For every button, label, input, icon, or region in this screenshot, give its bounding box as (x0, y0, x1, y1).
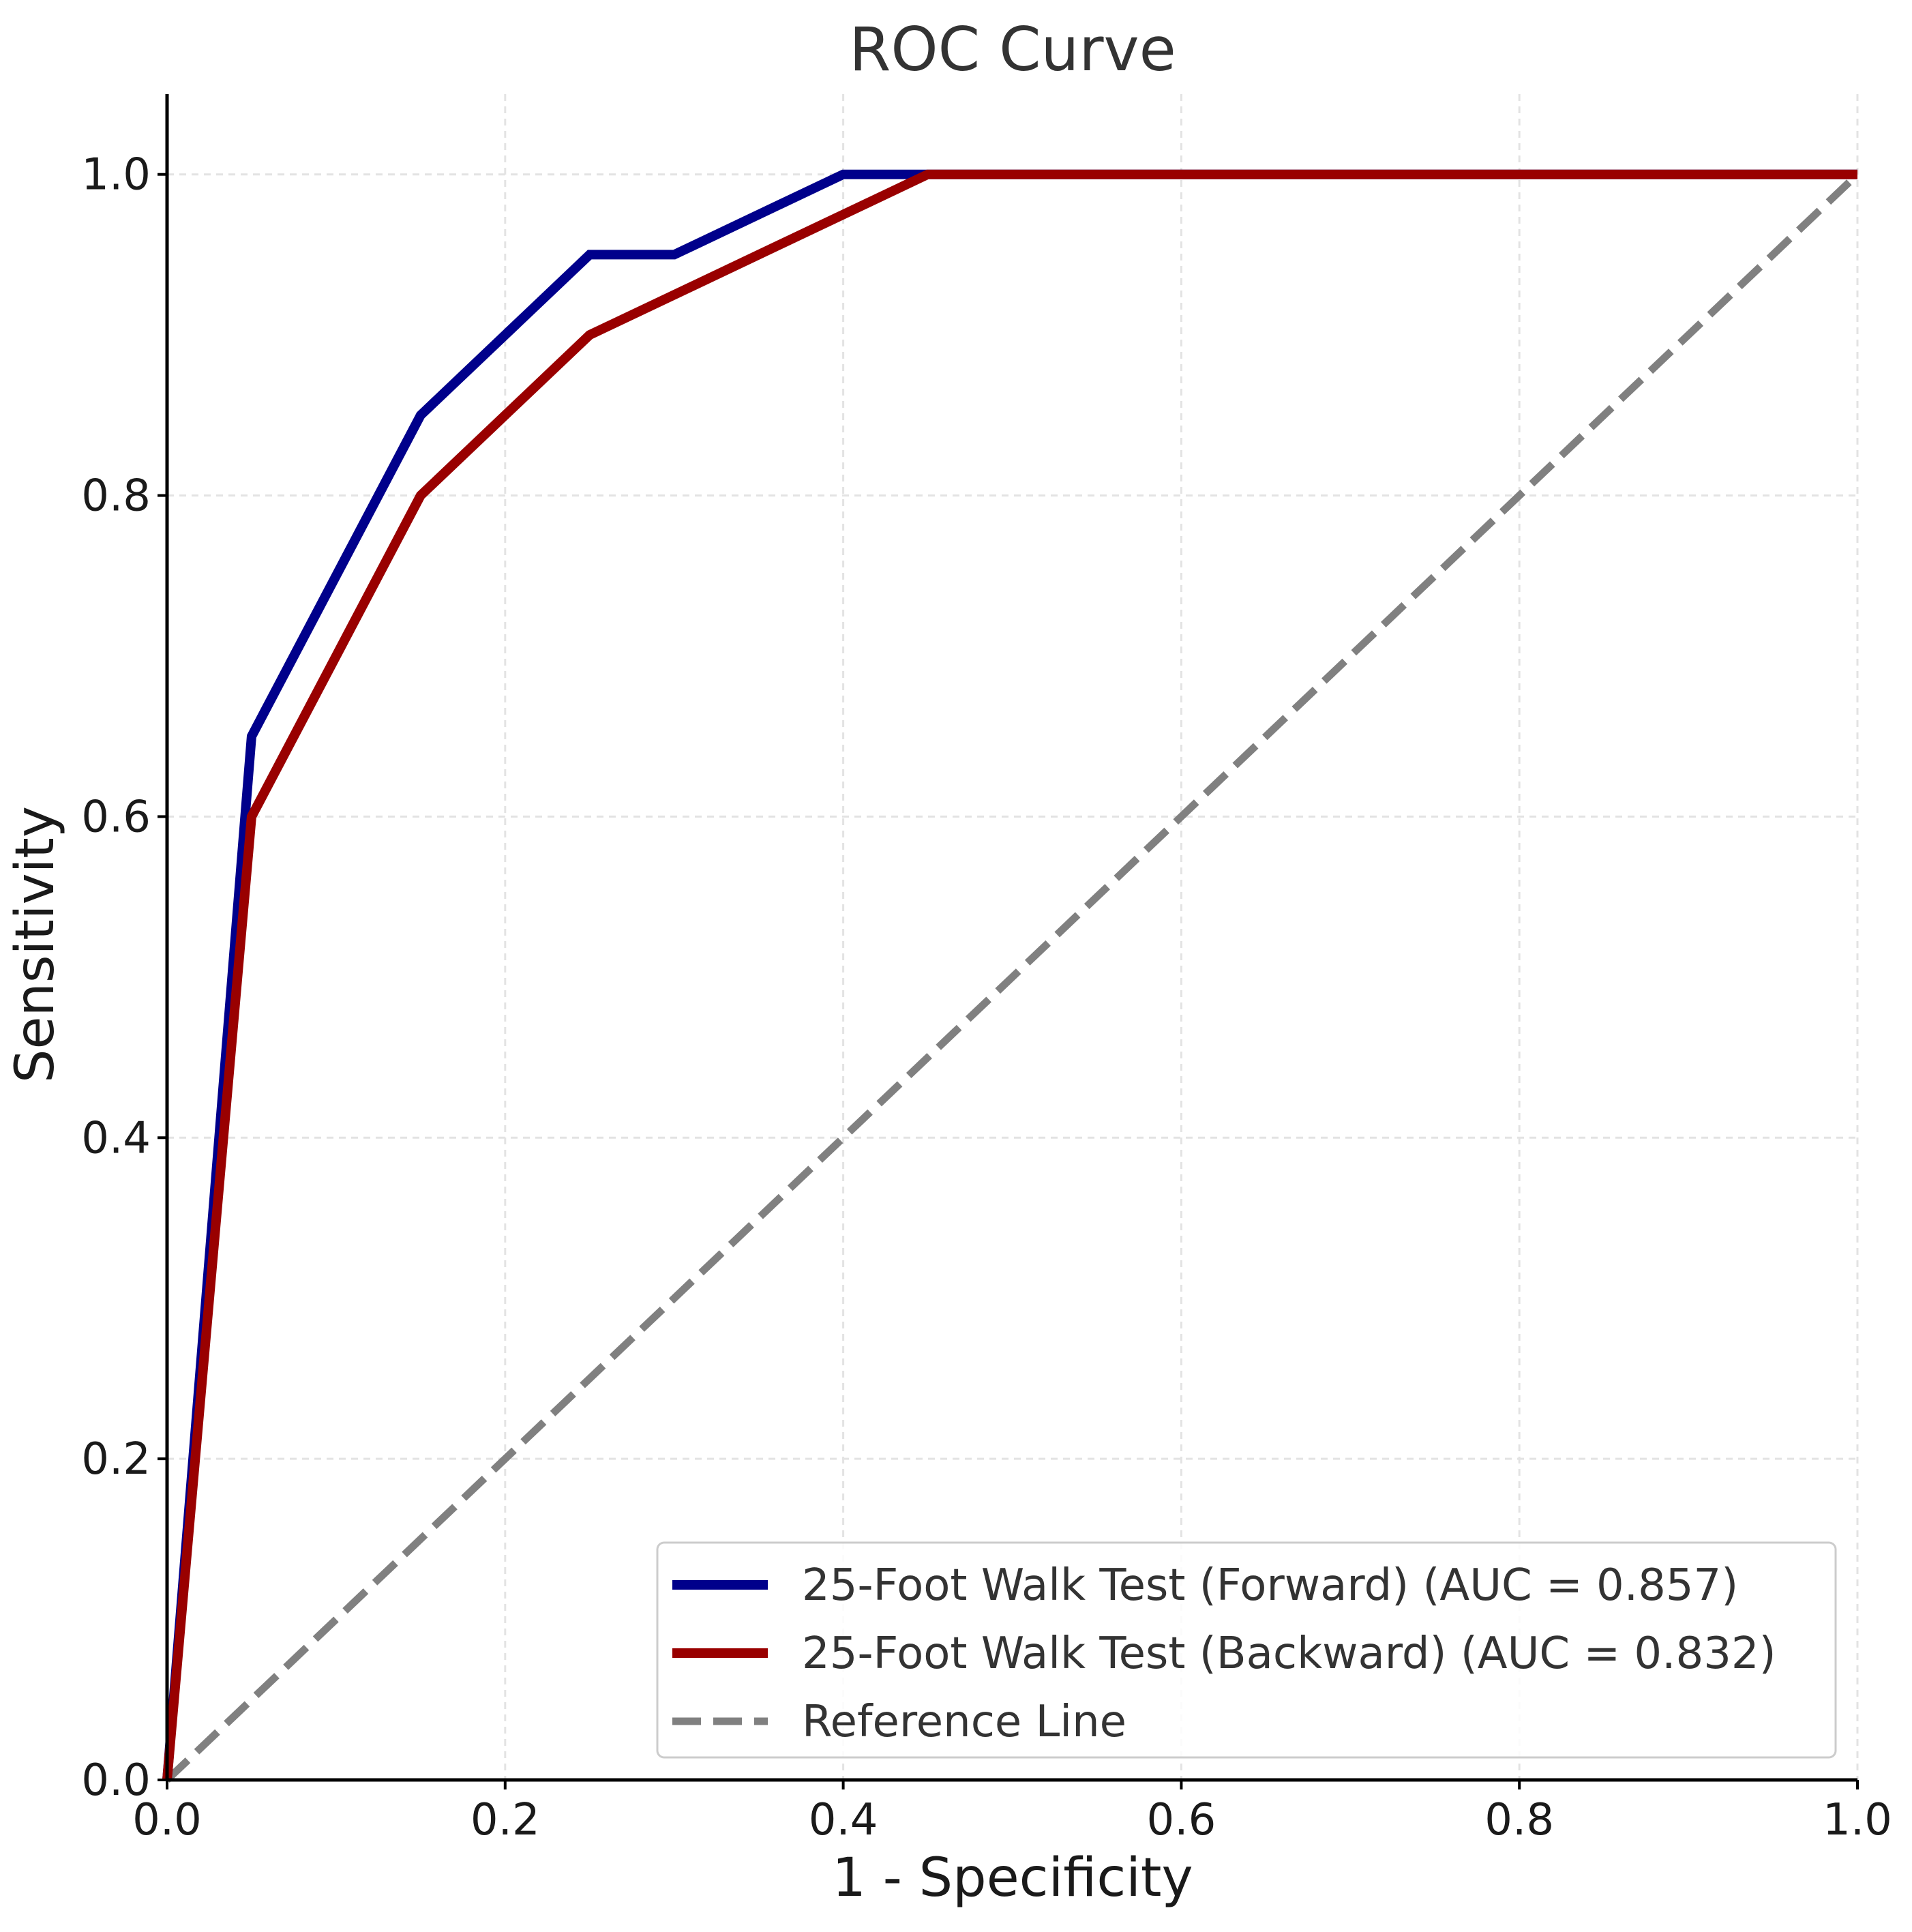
legend-box (656, 1541, 1837, 1759)
x-tick-label: 0.8 (1484, 1795, 1554, 1845)
legend-label-1: 25-Foot Walk Test (Backward) (AUC = 0.83… (802, 1629, 1776, 1679)
y-tick-label: 1.0 (81, 150, 151, 200)
x-tick-label: 0.6 (1147, 1795, 1216, 1845)
y-tick-label: 0.2 (81, 1434, 151, 1485)
plot-series (162, 169, 1860, 1783)
legend-label-0: 25-Foot Walk Test (Forward) (AUC = 0.857… (802, 1560, 1738, 1611)
y-tick-label: 0.6 (81, 792, 151, 842)
x-tick-label: 0.0 (132, 1795, 202, 1845)
chart-title: ROC Curve (849, 14, 1176, 85)
series-line-0 (162, 169, 1857, 1781)
y-axis-ticks: 0.0 0.2 0.4 0.6 0.8 1.0 (81, 150, 167, 1806)
y-tick-label: 0.4 (81, 1113, 151, 1163)
grid (167, 94, 1859, 1780)
y-tick-label: 0.0 (81, 1755, 151, 1806)
x-axis-ticks: 0.0 0.2 0.4 0.6 0.8 1.0 (132, 1780, 1892, 1845)
legend-entries: 25-Foot Walk Test (Forward) (AUC = 0.857… (672, 1560, 1776, 1747)
x-tick-label: 0.4 (809, 1795, 878, 1845)
series-line-1 (162, 169, 1857, 1781)
x-tick-label: 0.2 (470, 1795, 540, 1845)
y-tick-label: 0.8 (81, 471, 151, 522)
legend-label-2: Reference Line (802, 1697, 1126, 1747)
x-axis-label: 1 - Specificity (832, 1847, 1193, 1909)
y-axis-label: Sensitivity (5, 806, 66, 1083)
series-line-2 (164, 171, 1860, 1783)
x-tick-label: 1.0 (1823, 1795, 1892, 1845)
legend: 25-Foot Walk Test (Forward) (AUC = 0.857… (656, 1541, 1837, 1759)
